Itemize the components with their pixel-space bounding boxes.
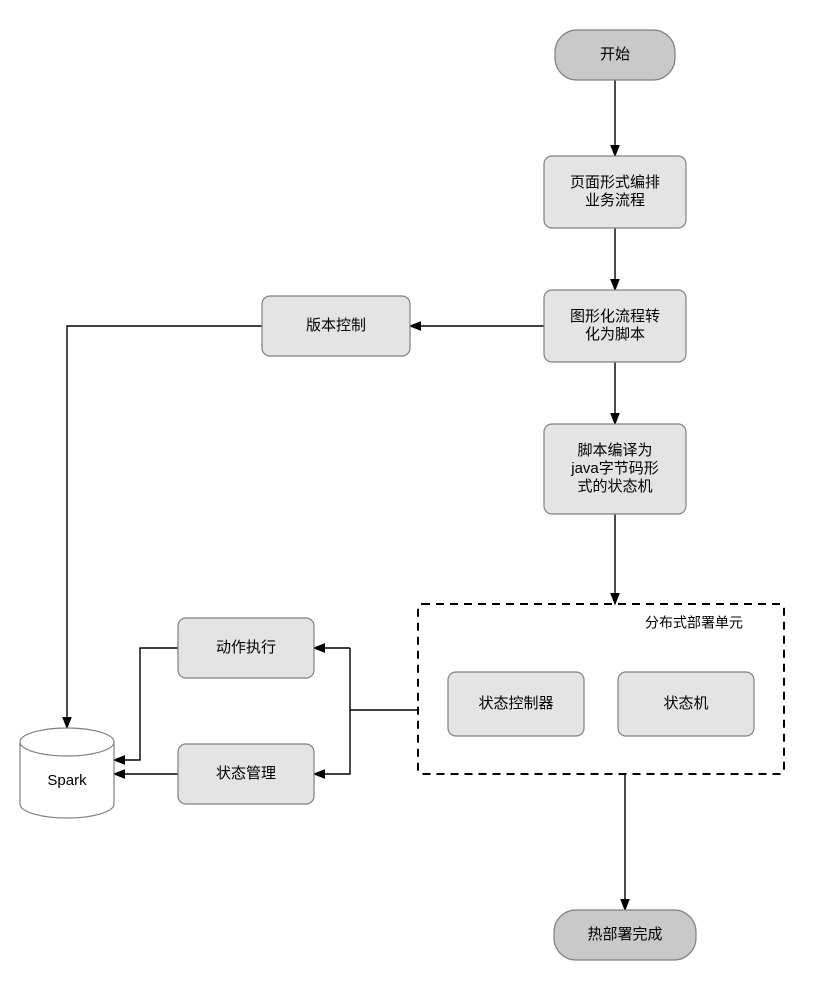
node-act-label-0: 动作执行 bbox=[216, 639, 276, 656]
edge bbox=[350, 648, 418, 710]
node-start-label-0: 开始 bbox=[600, 46, 630, 63]
flowchart-canvas: 分布式部署单元 开始页面形式编排业务流程图形化流程转化为脚本脚本编译为java字节… bbox=[0, 0, 813, 1000]
node-n2-label-0: 图形化流程转 bbox=[570, 308, 660, 325]
node-ver-label-0: 版本控制 bbox=[306, 317, 366, 334]
node-spark-top bbox=[20, 728, 114, 756]
node-end-label-0: 热部署完成 bbox=[587, 926, 662, 943]
edge bbox=[314, 710, 350, 774]
edge bbox=[114, 648, 178, 760]
node-spark-label-0: Spark bbox=[47, 772, 87, 789]
node-n2-label-1: 化为脚本 bbox=[585, 326, 645, 343]
node-ctrl-label-0: 状态控制器 bbox=[478, 695, 553, 712]
node-fsm-label-0: 状态机 bbox=[663, 695, 708, 712]
node-n3-label-1: java字节码形 bbox=[570, 460, 659, 477]
node-n3-label-0: 脚本编译为 bbox=[577, 442, 652, 459]
node-n3-label-2: 式的状态机 bbox=[577, 478, 652, 495]
edges-layer bbox=[67, 80, 625, 910]
node-n1-label-1: 业务流程 bbox=[585, 192, 645, 209]
node-n1-label-0: 页面形式编排 bbox=[570, 174, 660, 191]
deploy-unit-label: 分布式部署单元 bbox=[645, 615, 743, 631]
node-sm-label-0: 状态管理 bbox=[216, 765, 276, 782]
